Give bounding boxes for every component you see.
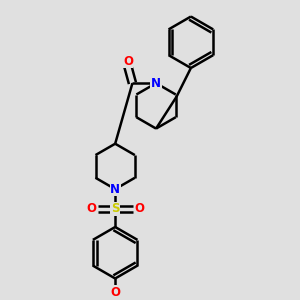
Text: O: O [134,202,144,215]
Text: N: N [151,77,161,90]
Text: O: O [123,55,133,68]
Text: O: O [110,286,120,298]
Text: N: N [110,183,120,196]
Text: O: O [86,202,96,215]
Text: S: S [111,202,119,215]
